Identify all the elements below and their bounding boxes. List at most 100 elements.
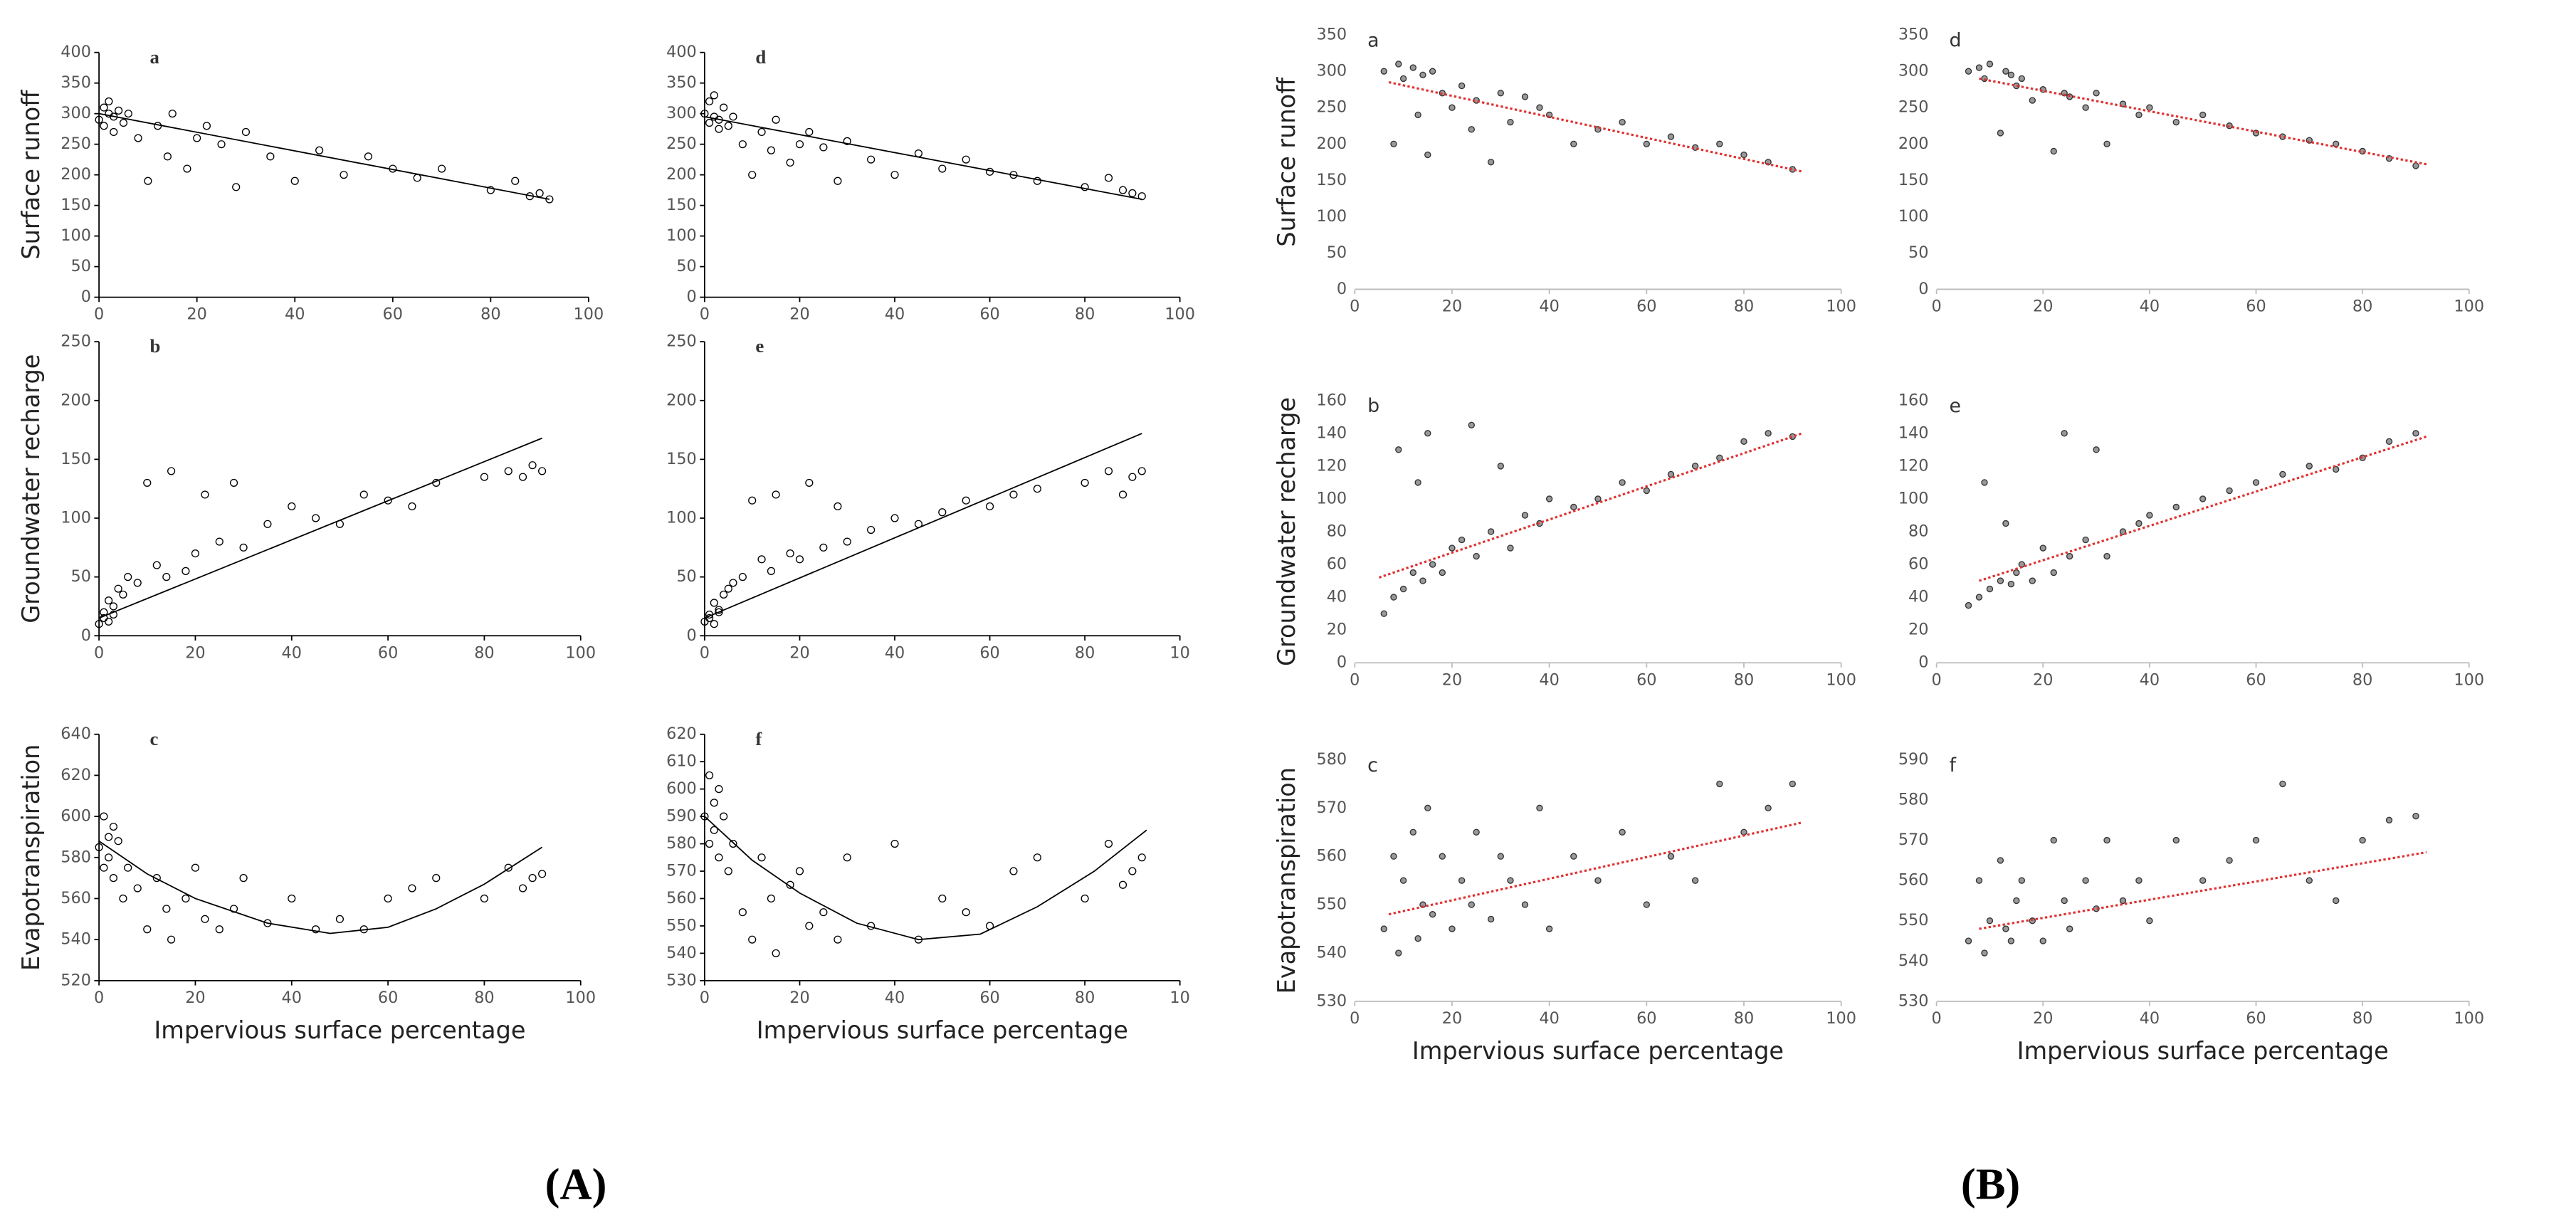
panel-letter: e [755,335,764,357]
point [772,949,780,957]
y-tick-label: 600 [61,807,91,826]
y-tick-label: 250 [1898,98,1929,117]
y-tick-label: 540 [1898,952,1929,970]
point [1414,111,1421,119]
y-tick-label: 550 [1317,895,1347,914]
point [1390,140,1397,147]
x-tick-label: 40 [1539,297,1559,316]
point [2002,925,2009,932]
point [1497,463,1504,470]
point [2002,68,2009,75]
point [124,573,132,581]
x-tick-label: 60 [2246,1009,2266,1028]
point [1965,68,1972,75]
point [705,97,714,106]
y-tick-label: 100 [1317,489,1347,507]
y-tick-label: 40 [1327,588,1347,606]
panel-letter: a [1367,30,1379,52]
point [2172,503,2180,511]
point [2093,446,2100,453]
point [1439,569,1446,576]
y-tick-label: 570 [666,862,697,880]
point [1975,594,1983,601]
point [1740,828,1747,836]
y-tick-label: 50 [676,567,696,586]
panel-letter: c [150,728,159,749]
point [985,502,994,511]
point [1789,780,1796,788]
y-tick-label: 140 [1898,423,1929,442]
point [834,502,842,511]
y-tick-label: 50 [676,257,696,275]
x-tick-label: 0 [94,643,104,662]
x-tick-label: 40 [885,989,905,1007]
point [437,164,446,173]
point [312,514,320,522]
point [2082,536,2089,544]
point [914,149,922,158]
point [1033,853,1041,862]
point [2333,897,2340,905]
x-tick-label: 40 [2140,670,2160,689]
point [715,853,723,862]
point [1691,877,1699,884]
y-tick-label: 150 [61,196,91,214]
y-tick-label: 400 [61,43,91,61]
point [1965,937,1972,944]
y-tick-label: 0 [687,626,697,645]
y-tick-label: 570 [1898,831,1929,849]
x-tick-label: 40 [282,643,302,662]
point [2039,937,2046,944]
y-tick-label: 200 [61,391,91,409]
point [1965,601,1972,609]
point [2007,580,2015,588]
point [545,195,554,204]
point [1691,463,1699,470]
point [408,884,416,892]
point [1128,867,1137,875]
point [109,610,117,619]
y-tick-label: 400 [666,43,697,61]
y-tick-label: 350 [1898,26,1929,44]
y-tick-label: 530 [1898,991,1929,1010]
panel-letter: d [755,46,766,68]
x-tick-label: 0 [1350,670,1360,689]
point [1545,925,1553,932]
point [217,140,226,149]
point [2082,877,2089,884]
y-axis-label: Groundwater recharge [17,354,45,623]
point [162,905,171,913]
point [748,935,757,944]
x-tick-label: 40 [2140,297,2160,316]
point [2146,917,2153,925]
point [182,894,190,903]
y-tick-label: 120 [1317,456,1347,475]
point [1667,470,1675,478]
point [1118,880,1127,889]
point [2385,816,2393,824]
point [1429,68,1436,75]
point [1497,90,1504,97]
x-tick-label: 20 [1442,297,1462,316]
point [2199,877,2207,884]
point [710,620,718,628]
point [772,115,780,124]
y-tick-label: 580 [1898,791,1929,809]
point [1399,585,1407,593]
point [239,543,248,552]
point [2066,925,2073,932]
point [229,478,238,488]
x-tick-label: 20 [185,643,205,662]
x-tick-label: 20 [2033,670,2053,689]
x-tick-label: 40 [1539,1009,1559,1028]
trendline [98,840,543,934]
point [1128,189,1137,198]
point [1667,853,1675,860]
y-tick-label: 50 [71,567,91,586]
point [1137,467,1146,475]
point [2412,430,2419,437]
point [109,874,117,883]
point [1424,804,1431,812]
point [1473,552,1480,560]
